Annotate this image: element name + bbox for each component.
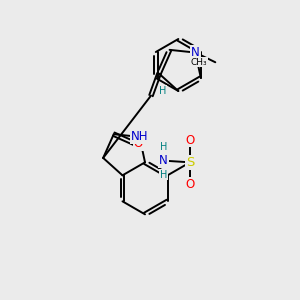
Text: H: H <box>160 142 167 152</box>
Text: H: H <box>159 85 166 96</box>
Text: NH: NH <box>131 130 148 143</box>
Text: N: N <box>159 154 168 167</box>
Text: O: O <box>185 134 195 146</box>
Text: H: H <box>160 170 167 180</box>
Text: O: O <box>134 137 143 150</box>
Text: N: N <box>191 46 200 59</box>
Text: S: S <box>186 156 194 169</box>
Text: O: O <box>185 178 195 191</box>
Text: CH₃: CH₃ <box>190 58 207 67</box>
